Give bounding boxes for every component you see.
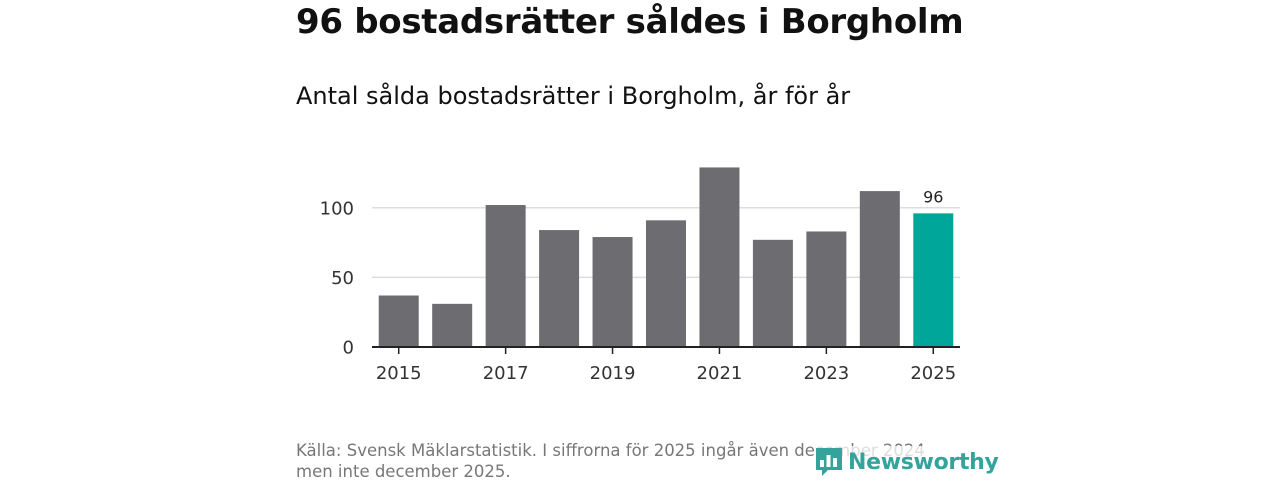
y-tick-label-50: 50 xyxy=(331,268,354,289)
x-tick-label-2017: 2017 xyxy=(483,363,529,384)
logo-text: Newsworthy xyxy=(848,449,999,475)
axes xyxy=(372,346,960,354)
source-note: Källa: Svensk Mäklarstatistik. I siffror… xyxy=(296,441,925,481)
bars xyxy=(378,167,954,347)
bar-2022 xyxy=(752,239,793,347)
bar-2019 xyxy=(592,237,633,347)
chart-headline: 96 bostadsrätter såldes i Borgholm xyxy=(296,2,964,42)
x-tick-label-2015: 2015 xyxy=(376,363,422,384)
bar-chart-icon xyxy=(816,448,842,476)
chart-subtitle: Antal sålda bostadsrätter i Borgholm, år… xyxy=(296,82,851,110)
x-tick-label-2023: 2023 xyxy=(803,363,849,384)
data-label-2025: 96 xyxy=(923,187,943,206)
newsworthy-logo: Newsworthy xyxy=(814,446,999,478)
bar-2017 xyxy=(485,205,526,347)
y-tick-label-0: 0 xyxy=(343,338,354,359)
bar-2025 xyxy=(913,213,954,347)
x-tick-label-2025: 2025 xyxy=(910,363,956,384)
bar-2024 xyxy=(859,191,900,347)
bar-2016 xyxy=(432,303,473,347)
x-tick-label-2019: 2019 xyxy=(590,363,636,384)
bar-2015 xyxy=(378,295,419,347)
bar-2023 xyxy=(806,231,847,347)
x-tick-label-2021: 2021 xyxy=(697,363,743,384)
bar-2020 xyxy=(646,220,686,347)
bar-2018 xyxy=(539,230,580,347)
y-tick-label-100: 100 xyxy=(320,198,354,219)
labels: 0 50 100 2015 2017 2019 2021 2023 2025 96 xyxy=(320,187,957,384)
bar-2021 xyxy=(699,167,740,347)
